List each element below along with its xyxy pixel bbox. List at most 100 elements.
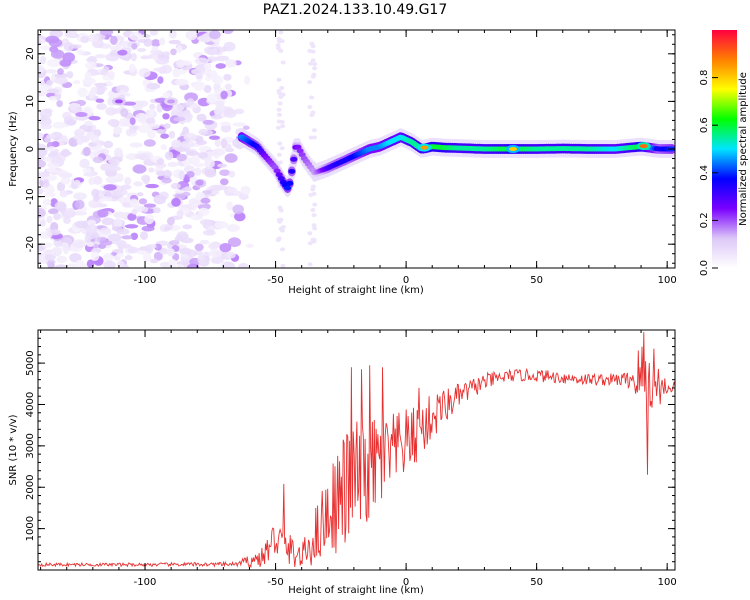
snr-xlabel: Height of straight line (km) bbox=[288, 585, 424, 596]
x-tick-label: 0 bbox=[403, 275, 409, 286]
spectrogram-plot-area bbox=[38, 30, 675, 268]
noise-blob bbox=[145, 183, 159, 189]
noise-blob bbox=[280, 263, 286, 268]
y-tick-label: 5000 bbox=[25, 350, 36, 375]
y-tick-label: 2000 bbox=[25, 475, 36, 500]
noise-blob bbox=[63, 217, 71, 225]
colorbar-strip bbox=[712, 30, 737, 268]
noise-blob bbox=[136, 192, 144, 197]
noise-blob bbox=[56, 255, 68, 263]
noise-blob bbox=[276, 152, 282, 157]
noise-blob bbox=[87, 34, 99, 42]
noise-blob bbox=[54, 264, 68, 268]
noise-blob bbox=[220, 124, 232, 133]
noise-blob bbox=[213, 108, 224, 115]
noise-blob bbox=[39, 108, 53, 119]
noise-blob bbox=[280, 124, 286, 129]
noise-blob bbox=[137, 48, 147, 52]
noise-blob bbox=[51, 246, 63, 257]
noise-blob bbox=[116, 228, 130, 235]
noise-blob bbox=[149, 30, 158, 36]
noise-blob bbox=[45, 174, 57, 181]
noise-blob bbox=[240, 185, 251, 196]
figure-title: PAZ1.2024.133.10.49.G17 bbox=[263, 2, 448, 18]
noise-blob bbox=[103, 140, 114, 149]
noise-blob bbox=[137, 124, 151, 134]
noise-blob bbox=[99, 240, 113, 246]
noise-blob bbox=[48, 95, 57, 101]
noise-blob bbox=[56, 181, 66, 192]
hotspot bbox=[420, 145, 429, 150]
noise-blob bbox=[86, 219, 97, 226]
noise-blob bbox=[143, 38, 153, 47]
noise-blob bbox=[95, 98, 105, 103]
noise-blob bbox=[219, 169, 231, 176]
noise-blob bbox=[157, 76, 164, 84]
noise-blob bbox=[82, 77, 96, 85]
noise-blob bbox=[197, 254, 206, 265]
noise-blob bbox=[68, 137, 79, 147]
noise-blob bbox=[176, 45, 183, 54]
noise-blob bbox=[197, 152, 209, 159]
noise-blob bbox=[307, 105, 313, 109]
noise-blob bbox=[46, 215, 53, 224]
noise-blob bbox=[164, 151, 174, 161]
noise-blob bbox=[88, 116, 101, 121]
noise-blob bbox=[200, 219, 213, 226]
hotspot bbox=[167, 99, 176, 104]
noise-blob bbox=[193, 162, 205, 168]
ridge-core bbox=[288, 168, 296, 174]
noise-blob bbox=[183, 112, 193, 121]
noise-blob bbox=[308, 192, 314, 197]
noise-blob bbox=[46, 58, 61, 68]
noise-blob bbox=[57, 68, 64, 75]
noise-blob bbox=[310, 74, 316, 79]
noise-blob bbox=[65, 119, 77, 126]
noise-blob bbox=[186, 249, 198, 257]
noise-blob bbox=[46, 134, 56, 139]
noise-blob bbox=[48, 38, 63, 48]
noise-blob bbox=[120, 108, 129, 118]
noise-blob bbox=[82, 167, 92, 174]
noise-blob bbox=[152, 207, 161, 214]
noise-blob bbox=[184, 237, 194, 244]
noise-blob bbox=[121, 235, 133, 240]
noise-blob bbox=[162, 51, 170, 57]
noise-blob bbox=[195, 179, 204, 186]
noise-blob bbox=[122, 101, 137, 106]
x-tick-label: 100 bbox=[658, 275, 677, 286]
noise-blob bbox=[199, 34, 212, 43]
noise-blob bbox=[38, 188, 44, 195]
noise-blob bbox=[131, 43, 138, 50]
noise-blob bbox=[205, 56, 219, 62]
noise-blob bbox=[45, 69, 57, 74]
noise-blob bbox=[151, 45, 159, 51]
noise-blob bbox=[124, 92, 131, 97]
noise-blob bbox=[67, 263, 77, 268]
noise-blob bbox=[141, 174, 151, 182]
noise-blob bbox=[196, 140, 207, 146]
noise-blob bbox=[74, 220, 89, 229]
noise-blob bbox=[84, 233, 92, 243]
colorbar: 0.0 0.2 0.4 0.6 0.8 Normalized spectral ampl… bbox=[699, 30, 749, 276]
noise-blob bbox=[280, 60, 286, 65]
noise-blob bbox=[59, 59, 72, 67]
noise-blob bbox=[170, 48, 177, 56]
noise-blob bbox=[217, 163, 228, 168]
noise-blob bbox=[72, 239, 87, 248]
noise-blob bbox=[133, 181, 144, 187]
noise-blob bbox=[39, 56, 47, 65]
noise-blob bbox=[147, 129, 156, 139]
noise-blob bbox=[73, 179, 81, 185]
noise-blob bbox=[276, 112, 282, 117]
noise-blob bbox=[307, 48, 313, 53]
noise-blob bbox=[43, 179, 50, 188]
noise-blob bbox=[208, 249, 223, 258]
noise-blob bbox=[201, 190, 212, 195]
noise-blob bbox=[38, 159, 46, 168]
noise-blob bbox=[156, 158, 165, 166]
noise-blob bbox=[226, 251, 236, 259]
noise-blob bbox=[93, 175, 103, 185]
noise-blob bbox=[223, 41, 236, 52]
